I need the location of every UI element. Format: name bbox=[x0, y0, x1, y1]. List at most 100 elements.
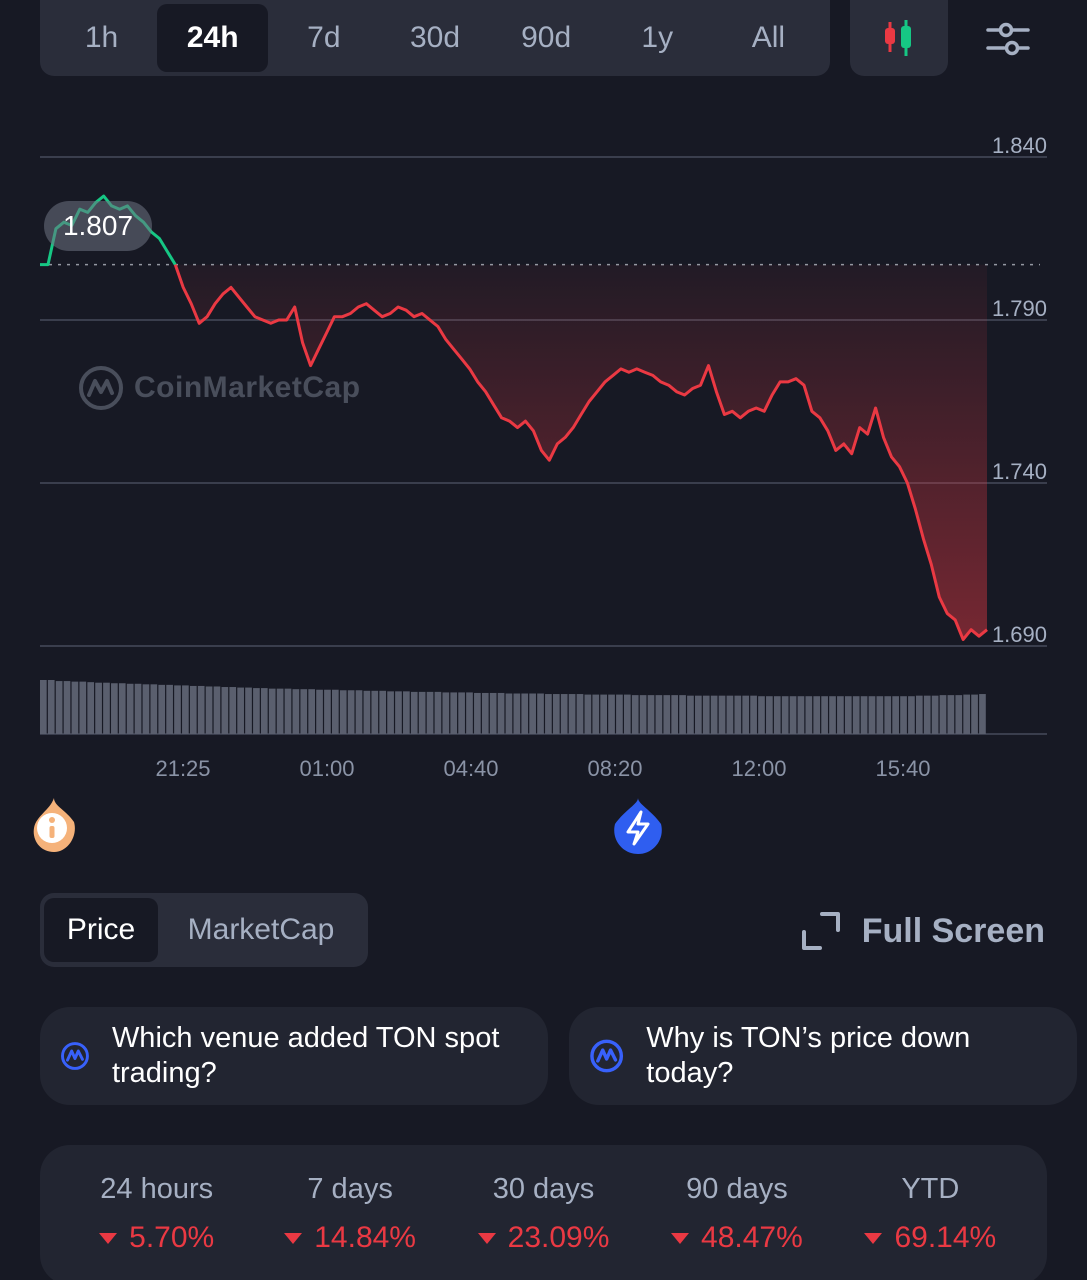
volume-bar bbox=[860, 696, 868, 734]
stat-ytd: YTD 69.14% bbox=[834, 1173, 1027, 1280]
candlestick-icon bbox=[885, 20, 911, 56]
volume-bar bbox=[631, 695, 639, 734]
volume-bar bbox=[963, 694, 971, 734]
y-tick-label: 1.790 bbox=[992, 296, 1047, 321]
volume-bar bbox=[339, 690, 347, 734]
stat-percent: 23.09% bbox=[507, 1221, 610, 1254]
down-triangle-icon bbox=[864, 1232, 883, 1244]
x-tick-label: 15:40 bbox=[875, 756, 930, 781]
below-open-area bbox=[175, 264, 988, 640]
stat-label: 7 days bbox=[307, 1173, 393, 1205]
volume-bar bbox=[623, 694, 631, 734]
volume-bar bbox=[63, 681, 71, 734]
volume-bar bbox=[40, 680, 47, 734]
toggle-marketcap[interactable]: MarketCap bbox=[187, 913, 335, 946]
volume-bar bbox=[742, 695, 750, 734]
news-event-marker[interactable] bbox=[22, 796, 76, 856]
toggle-price[interactable]: Price bbox=[44, 898, 158, 962]
range-tab-24h[interactable]: 24h bbox=[157, 4, 269, 72]
volume-bar bbox=[671, 695, 679, 734]
x-tick-label: 04:40 bbox=[443, 756, 498, 781]
stat-percent: 14.84% bbox=[314, 1221, 416, 1254]
y-tick-label: 1.740 bbox=[992, 459, 1047, 484]
stat-30-days: 30 days 23.09% bbox=[447, 1173, 640, 1280]
range-tab-7d[interactable]: 7d bbox=[307, 21, 341, 54]
expand-icon bbox=[801, 912, 840, 950]
full-screen-button[interactable]: Full Screen bbox=[800, 906, 1045, 956]
volume-bar bbox=[363, 690, 371, 734]
stat-90-days: 90 days 48.47% bbox=[640, 1173, 833, 1280]
volume-bar bbox=[679, 695, 686, 734]
volume-bar bbox=[458, 692, 465, 734]
chart-settings-button[interactable] bbox=[980, 14, 1036, 64]
volume-bar bbox=[915, 695, 923, 734]
range-tab-all[interactable]: All bbox=[751, 21, 786, 54]
volume-bar bbox=[884, 696, 892, 734]
volume-bar bbox=[481, 692, 489, 734]
volume-bar bbox=[284, 688, 292, 734]
volume-bar bbox=[126, 683, 134, 734]
cmc-ai-icon bbox=[61, 1042, 89, 1070]
volume-bar bbox=[47, 680, 55, 734]
price-chart-svg: 1.840 1.790 1.740 1.690 21:25 01:00 04:40 08:2… bbox=[40, 133, 1047, 781]
ai-question-text: Why is TON’s price down today? bbox=[646, 1022, 971, 1089]
volume-bar bbox=[868, 696, 876, 734]
volume-bar bbox=[331, 689, 339, 734]
volume-bar bbox=[403, 691, 410, 734]
range-tab-30d[interactable]: 30d bbox=[409, 21, 461, 54]
volume-bar bbox=[537, 693, 544, 734]
stat-value: 48.47% bbox=[671, 1221, 803, 1255]
range-tab-1h[interactable]: 1h bbox=[84, 21, 119, 54]
ai-question-card-price-down[interactable]: Why is TON’s price down today? bbox=[569, 1007, 1077, 1105]
volume-bar bbox=[237, 687, 244, 734]
stat-7-days: 7 days 14.84% bbox=[253, 1173, 446, 1280]
volume-bar bbox=[300, 689, 308, 734]
volume-bar bbox=[197, 685, 205, 734]
volume-bar bbox=[142, 684, 150, 734]
volume-bar bbox=[442, 692, 450, 734]
volume-bar bbox=[150, 684, 158, 734]
volume-bar bbox=[229, 687, 237, 734]
volume-bar bbox=[647, 695, 655, 734]
full-screen-label: Full Screen bbox=[861, 911, 1045, 950]
volume-bar bbox=[947, 695, 955, 734]
volume-bar bbox=[276, 688, 284, 734]
stat-label: 90 days bbox=[686, 1173, 788, 1205]
volume-bar bbox=[497, 692, 505, 734]
volume-bar bbox=[253, 688, 260, 734]
chart-type-button[interactable] bbox=[850, 0, 948, 76]
range-tab-90d[interactable]: 90d bbox=[521, 21, 572, 54]
x-tick-label: 21:25 bbox=[155, 756, 210, 781]
volume-bar bbox=[545, 694, 552, 734]
volume-bar bbox=[616, 694, 623, 734]
range-tab-1y[interactable]: 1y bbox=[641, 21, 674, 54]
volume-bar bbox=[79, 681, 87, 734]
volume-bar bbox=[655, 695, 663, 734]
chart-metric-toggle: Price MarketCap bbox=[40, 893, 368, 967]
stat-percent: 48.47% bbox=[701, 1221, 803, 1254]
stat-label: YTD bbox=[901, 1173, 960, 1205]
volume-bar bbox=[876, 696, 884, 734]
volume-bar bbox=[308, 689, 316, 734]
volume-bar bbox=[663, 695, 671, 734]
volume-bar bbox=[111, 683, 118, 734]
ai-question-card-venue[interactable]: Which venue added TON spot trading? bbox=[40, 1007, 548, 1105]
volume-bar bbox=[466, 692, 473, 734]
volume-bar bbox=[371, 690, 379, 734]
volume-bar bbox=[955, 695, 963, 734]
volume-bar bbox=[379, 690, 387, 734]
volume-bar bbox=[474, 692, 481, 734]
volume-bar bbox=[450, 692, 458, 734]
lightning-event-icon bbox=[614, 798, 662, 854]
volume-bar bbox=[355, 690, 363, 734]
volume-bar bbox=[766, 696, 773, 734]
volume-bar bbox=[718, 695, 726, 734]
volume-bar bbox=[134, 683, 142, 734]
volume-bar bbox=[789, 696, 797, 734]
event-marker[interactable] bbox=[611, 796, 665, 856]
volume-bar bbox=[750, 695, 757, 734]
volume-bar bbox=[316, 689, 323, 734]
volume-bar bbox=[521, 693, 529, 734]
volume-bar bbox=[268, 688, 276, 734]
price-chart[interactable]: 1.840 1.790 1.740 1.690 21:25 01:00 04:40 08:2… bbox=[0, 100, 1087, 800]
